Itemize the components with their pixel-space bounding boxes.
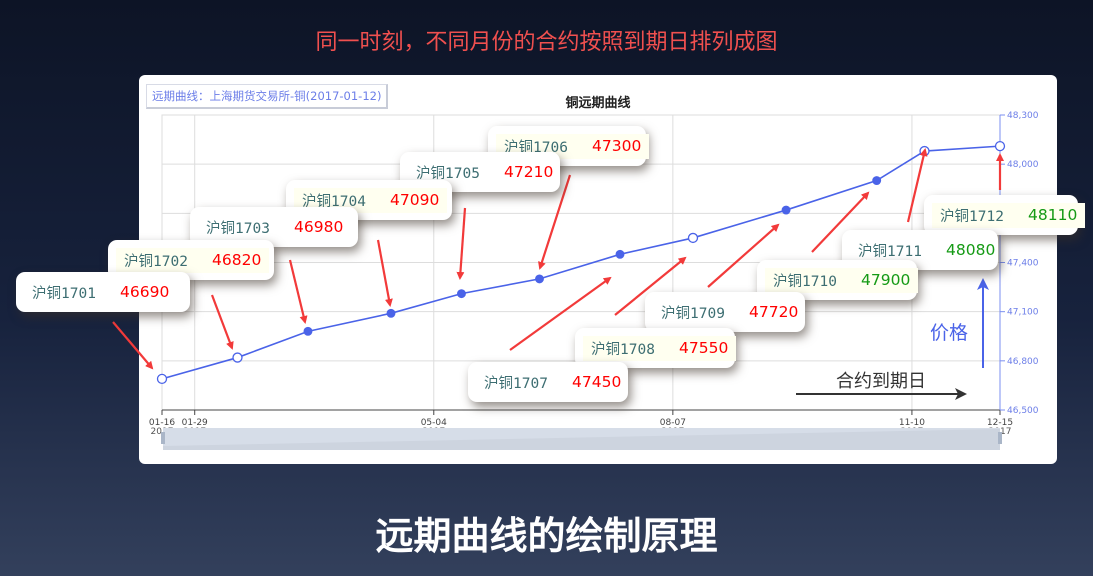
contract-price: 47090 <box>390 191 440 209</box>
contract-price: 47450 <box>572 373 622 391</box>
slide-bottom-title: 远期曲线的绘制原理 <box>375 514 718 558</box>
callout-arrow <box>906 148 928 223</box>
expiry-label: 合约到期日 <box>836 371 926 392</box>
callout-arrow <box>210 294 234 350</box>
callout-arrow <box>456 207 467 280</box>
contract-label: 沪铜1711 <box>858 243 922 260</box>
contract-label: 沪铜1709 <box>661 305 725 322</box>
contract-label: 沪铜1708 <box>591 341 655 358</box>
contract-price: 47210 <box>504 163 554 181</box>
data-point <box>872 176 882 186</box>
contract-label: 沪铜1706 <box>504 139 568 156</box>
callout-arrow <box>288 259 308 324</box>
contract-price: 46980 <box>294 218 344 236</box>
contract-price: 47550 <box>679 339 729 357</box>
series-line <box>161 145 1001 380</box>
contract-label: 沪铜1704 <box>302 193 366 210</box>
x-tick-label: 01-16 <box>149 418 175 428</box>
data-point <box>615 249 625 259</box>
callout-arrow <box>538 174 572 270</box>
x-tick-label: 11-10 <box>899 418 925 428</box>
callout-arrow <box>509 276 612 351</box>
y-tick-label: 46,500 <box>1007 406 1039 416</box>
x-tick-label: 01-29 <box>182 418 208 428</box>
zoom-handle-left[interactable] <box>161 432 165 444</box>
data-point <box>781 205 791 215</box>
price-label: 价格 <box>930 322 969 344</box>
data-point <box>156 373 168 385</box>
contract-price: 46690 <box>120 283 170 301</box>
data-point <box>535 274 544 284</box>
y-tick-label: 47,100 <box>1007 308 1039 318</box>
y-tick-label: 48,000 <box>1007 160 1039 170</box>
callout-cu1709: 沪铜1709 47720 <box>645 292 805 332</box>
callout-cu1711: 沪铜1711 48080 <box>842 230 998 270</box>
contract-price: 46820 <box>212 251 262 269</box>
callout-cu1702: 沪铜1702 46820 <box>108 240 274 280</box>
contract-label: 沪铜1705 <box>416 165 480 182</box>
x-tick-label: 05-04 <box>421 418 447 428</box>
chart-title: 铜远期曲线 <box>564 95 630 111</box>
callout-cu1708: 沪铜1708 47550 <box>575 328 737 368</box>
data-point <box>687 232 699 244</box>
callout-cu1701: 沪铜1701 46690 <box>16 272 190 312</box>
callout-arrow <box>112 321 154 370</box>
data-point <box>232 352 243 363</box>
y-tick-label: 46,800 <box>1007 357 1039 367</box>
x-tick-label: 08-07 <box>660 418 686 428</box>
contract-price: 47300 <box>592 137 642 155</box>
callout-arrow <box>707 223 780 288</box>
zoom-handle-right[interactable] <box>998 432 1002 444</box>
contract-label: 沪铜1707 <box>484 375 548 392</box>
slide-top-title: 同一时刻，不同月份的合约按照到期日排列成图 <box>315 30 778 55</box>
callout-arrow <box>614 256 687 316</box>
data-point <box>386 308 396 318</box>
contract-label: 沪铜1703 <box>206 220 270 237</box>
chart-legend[interactable]: 远期曲线：上海期货交易所-铜(2017-01-12) <box>146 84 389 109</box>
data-point <box>457 289 466 299</box>
callout-cu1712: 沪铜1712 48110 <box>924 195 1086 235</box>
contract-price: 47900 <box>861 271 911 289</box>
contract-price: 48080 <box>946 241 996 259</box>
y-tick-label: 48,300 <box>1007 111 1039 121</box>
callout-cu1707: 沪铜1707 47450 <box>468 362 628 402</box>
contract-price: 48110 <box>1028 206 1078 224</box>
contract-label: 沪铜1712 <box>940 208 1004 225</box>
contract-label: 沪铜1710 <box>773 273 837 290</box>
data-point <box>303 326 313 336</box>
contract-price: 47720 <box>749 303 799 321</box>
callout-arrow <box>376 239 393 307</box>
y-tick-label: 47,400 <box>1007 259 1039 269</box>
x-tick-label: 12-15 <box>987 418 1013 428</box>
contract-label: 沪铜1702 <box>124 253 188 270</box>
data-point <box>994 140 1006 152</box>
zoom-slider-preview <box>163 429 1000 450</box>
callout-cu1703: 沪铜1703 46980 <box>190 207 358 247</box>
contract-label: 沪铜1701 <box>32 285 96 302</box>
callout-arrow <box>811 191 870 253</box>
